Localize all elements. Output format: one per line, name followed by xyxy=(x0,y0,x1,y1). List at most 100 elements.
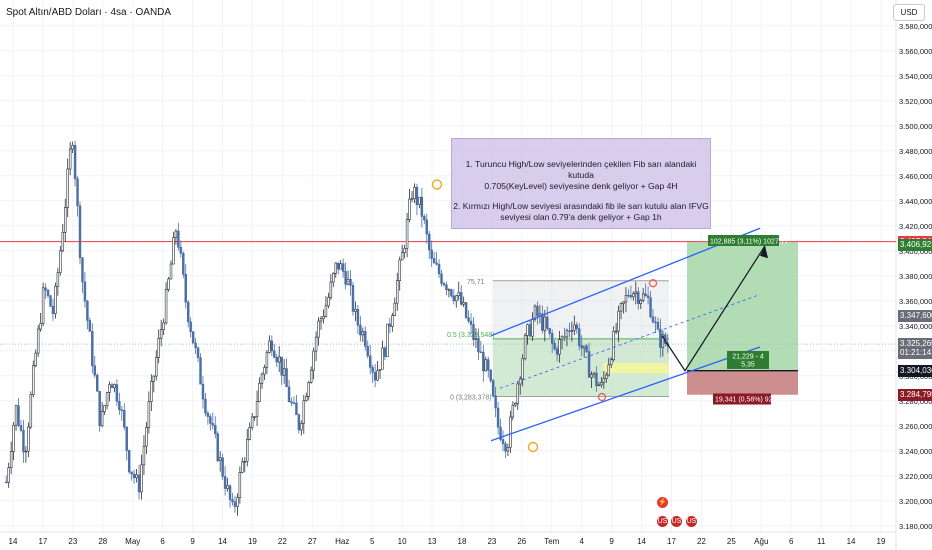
x-tick-label: 17 xyxy=(38,537,47,546)
candle-body xyxy=(418,196,421,205)
price-tag: 3.347,600 xyxy=(898,310,932,323)
candle-body xyxy=(226,485,229,489)
x-tick-label: 6 xyxy=(160,537,165,546)
candle-body xyxy=(324,305,328,317)
candle-body xyxy=(98,390,101,427)
fib-top-label: 75,71 xyxy=(467,279,485,286)
candle-body xyxy=(248,427,251,440)
candle-body xyxy=(597,384,601,387)
stop-label: 19,341 (0,58%) 920 xyxy=(715,397,777,404)
candle-body xyxy=(516,383,519,404)
x-tick-label: 14 xyxy=(637,537,646,546)
candle-body xyxy=(214,424,217,435)
candle-body xyxy=(455,295,458,302)
us-flag-icon[interactable]: US xyxy=(686,516,697,527)
candle-body xyxy=(474,337,478,341)
candle-body xyxy=(292,402,296,404)
candle-body xyxy=(110,384,114,389)
lightning-icon[interactable]: ⚡ xyxy=(657,497,668,508)
us-flag-icon[interactable]: US xyxy=(671,516,682,527)
candle-body xyxy=(280,356,283,376)
candle-body xyxy=(236,497,239,507)
candle-body xyxy=(482,351,485,372)
candle-body xyxy=(423,216,426,221)
candle-body xyxy=(632,293,635,298)
candle-body xyxy=(435,262,438,265)
candle-body xyxy=(277,356,281,363)
candle-body xyxy=(536,305,539,316)
candle-body xyxy=(346,278,350,285)
target-zone xyxy=(687,242,798,371)
candle-body xyxy=(442,283,446,286)
y-tick-label: 3.400,000 xyxy=(899,247,932,256)
candle-body xyxy=(509,416,512,448)
candle-body xyxy=(152,375,156,382)
candle-body xyxy=(29,394,33,428)
candle-body xyxy=(459,292,463,305)
candle-body xyxy=(61,232,65,252)
candle-body xyxy=(201,383,205,400)
candle-body xyxy=(147,401,151,428)
y-tick-label: 3.380,000 xyxy=(899,272,932,281)
candle-body xyxy=(241,461,244,473)
candle-body xyxy=(39,323,42,330)
candle-body xyxy=(590,374,593,378)
candle-body xyxy=(59,250,62,273)
candle-body xyxy=(285,368,288,388)
candle-body xyxy=(68,148,72,170)
candle-body xyxy=(179,246,183,254)
y-tick-label: 3.220,000 xyxy=(899,472,932,481)
candle-body xyxy=(624,294,628,303)
candle-body xyxy=(221,457,224,477)
candle-body xyxy=(36,328,40,354)
candle-body xyxy=(427,233,431,251)
candle-body xyxy=(177,230,180,248)
fib-05-label: 0.5 (3,329,548) xyxy=(447,332,494,339)
candle-body xyxy=(607,364,610,376)
candle-body xyxy=(44,287,47,291)
candle-body xyxy=(469,320,473,325)
candle-body xyxy=(393,302,397,316)
candle-body xyxy=(66,168,69,208)
candle-body xyxy=(410,198,414,200)
candle-body xyxy=(223,476,227,489)
candle-body xyxy=(605,374,608,379)
candle-body xyxy=(199,357,202,385)
y-tick-label: 3.440,000 xyxy=(899,197,932,206)
candle-body xyxy=(206,412,210,417)
ifvg-yellow-box xyxy=(603,363,669,374)
candle-body xyxy=(489,369,492,381)
rr-label-1: 21,229 - 4 xyxy=(732,354,764,361)
candle-body xyxy=(17,405,20,426)
y-tick-label: 3.360,000 xyxy=(899,297,932,306)
candle-body xyxy=(413,186,416,199)
candle-body xyxy=(204,398,207,414)
candle-body xyxy=(649,297,652,318)
candle-body xyxy=(563,336,566,338)
candle-body xyxy=(356,308,360,326)
price-tag: 3.304,036 xyxy=(898,364,932,377)
candle-body xyxy=(108,384,111,393)
candle-body xyxy=(64,207,67,233)
red-high-marker xyxy=(648,279,658,288)
candle-body xyxy=(250,416,254,428)
price-tag: 3.406,921 xyxy=(898,238,932,251)
candle-body xyxy=(602,378,606,383)
candle-body xyxy=(437,263,441,275)
candle-body xyxy=(295,402,298,416)
candle-body xyxy=(568,330,571,332)
candle-body xyxy=(440,273,443,284)
candle-body xyxy=(125,426,128,451)
candle-body xyxy=(452,295,456,302)
us-flag-icon[interactable]: US xyxy=(657,516,668,527)
swing-high-marker xyxy=(431,179,443,190)
y-tick-label: 3.460,000 xyxy=(899,172,932,181)
analysis-note[interactable]: 1. Turuncu High/Low seviyelerinden çekil… xyxy=(451,138,711,229)
stop-label-bg xyxy=(713,393,771,405)
candle-body xyxy=(349,278,352,286)
candle-body xyxy=(191,331,195,344)
projection-path xyxy=(661,245,766,372)
candle-body xyxy=(659,328,662,348)
currency-selector[interactable]: USD xyxy=(893,4,925,21)
